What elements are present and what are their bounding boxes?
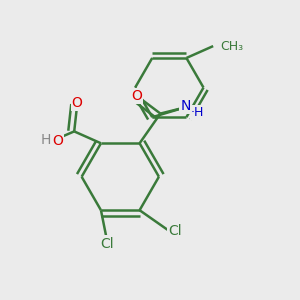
Text: Cl: Cl [168,224,182,238]
Text: O: O [131,89,142,103]
Text: ·H: ·H [191,106,204,118]
Text: Cl: Cl [100,236,114,250]
Text: O: O [52,134,63,148]
Text: H: H [41,133,51,147]
Text: CH₃: CH₃ [220,40,244,52]
Text: O: O [72,96,83,110]
Text: N: N [181,99,191,113]
